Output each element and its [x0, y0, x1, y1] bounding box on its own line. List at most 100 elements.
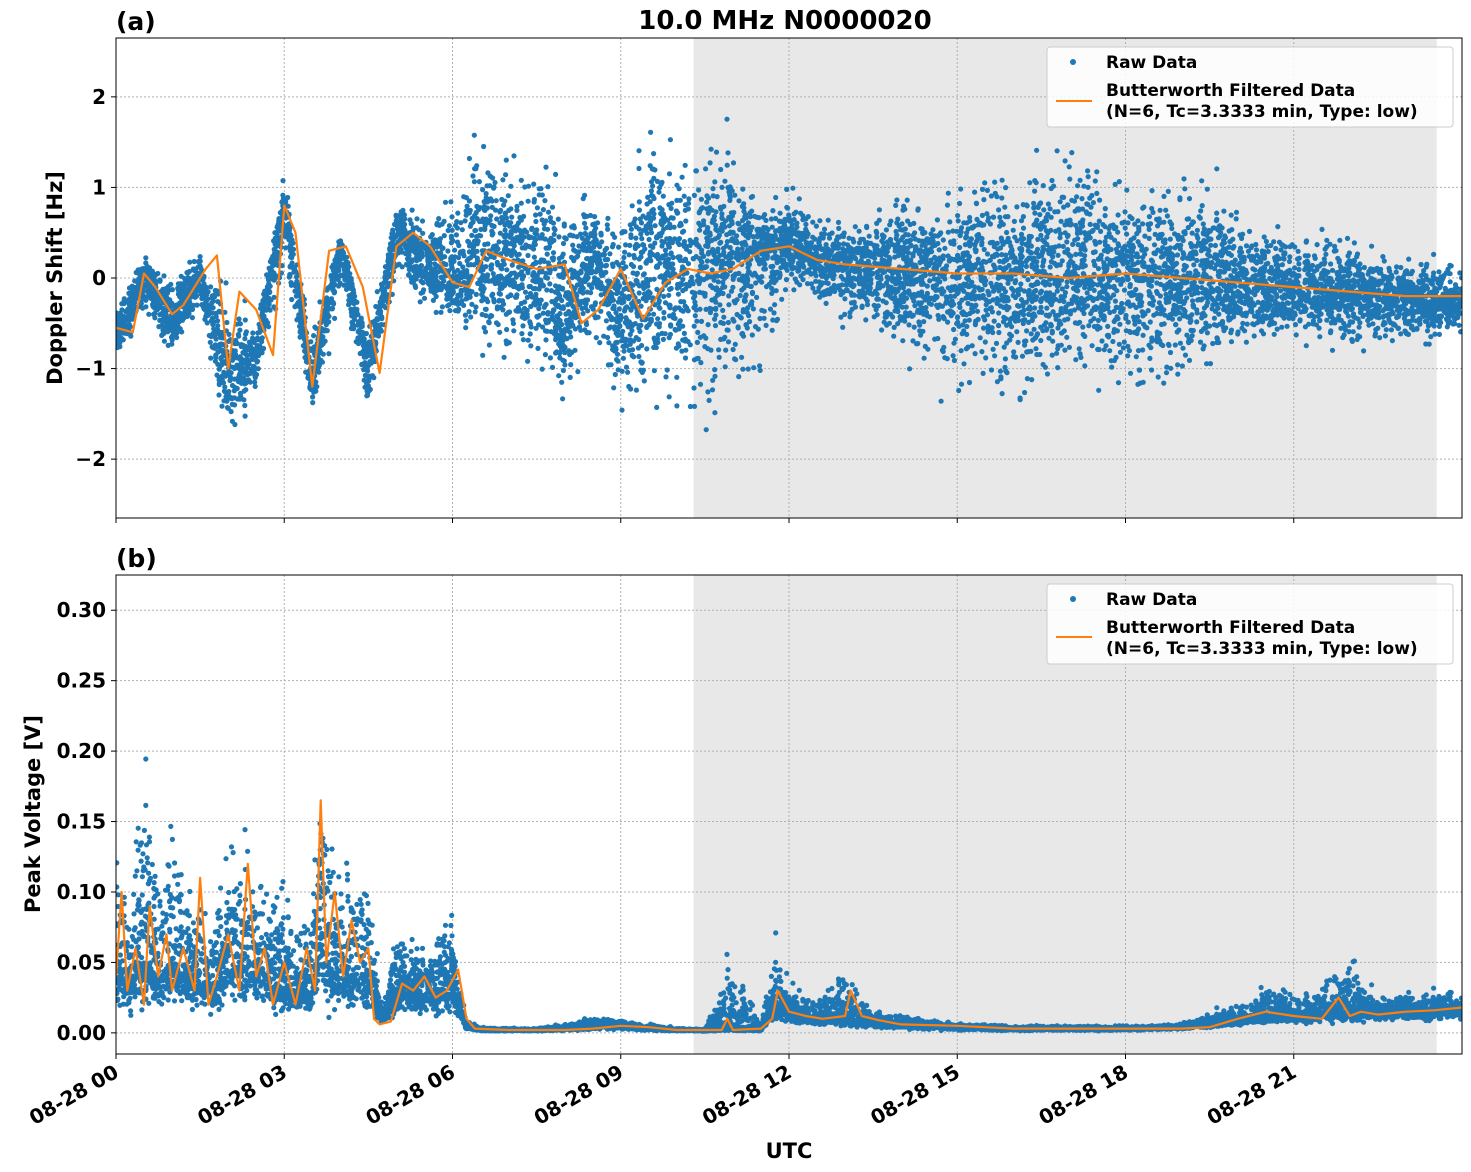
- panel-a-raw-point: [433, 309, 439, 315]
- panel-a-raw-point: [662, 331, 668, 337]
- panel-a-raw-point: [1055, 209, 1061, 215]
- panel-a-raw-point: [1095, 317, 1101, 323]
- panel-a-raw-point: [906, 322, 912, 328]
- panel-a-raw-point: [1117, 321, 1123, 327]
- panel-a-raw-point: [577, 287, 583, 293]
- panel-a-raw-point: [1329, 267, 1336, 273]
- panel-a-raw-point: [609, 291, 615, 297]
- panel-a-raw-point: [1347, 319, 1353, 325]
- panel-a-raw-point: [580, 310, 586, 317]
- panel-a-raw-point: [1149, 205, 1155, 212]
- panel-a-raw-point: [508, 270, 515, 276]
- panel-a-raw-point: [969, 302, 975, 308]
- panel-a-raw-point: [657, 305, 663, 311]
- panel-a-raw-point: [1105, 323, 1111, 329]
- panel-a-raw-point: [676, 284, 682, 290]
- panel-a-raw-point: [813, 273, 819, 279]
- panel-a-raw-point: [197, 254, 203, 260]
- panel-a-raw-point: [555, 216, 561, 222]
- panel-a-raw-point: [483, 191, 489, 197]
- panel-a-raw-point: [612, 371, 618, 378]
- panel-a-raw-point: [1121, 339, 1127, 345]
- panel-a-raw-point: [992, 179, 998, 185]
- panel-a-raw-point: [421, 295, 428, 301]
- panel-a-raw-point: [152, 315, 158, 321]
- panel-a-raw-point: [749, 332, 755, 338]
- panel-a-raw-point: [1167, 236, 1173, 242]
- panel-a-raw-point: [1003, 185, 1009, 191]
- panel-a-raw-point: [436, 216, 442, 222]
- panel-a-raw-point: [1169, 225, 1175, 232]
- panel-a-raw-point: [891, 333, 897, 339]
- panel-a-raw-point: [956, 387, 962, 394]
- panel-a-raw-point: [768, 216, 775, 222]
- panel-a-raw-point: [712, 179, 718, 185]
- panel-a-raw-point: [453, 232, 459, 238]
- panel-a-raw-point: [604, 245, 610, 251]
- panel-a-raw-point: [1350, 329, 1356, 335]
- panel-a-raw-point: [219, 403, 225, 409]
- panel-a-raw-point: [572, 347, 578, 353]
- panel-a-raw-point: [915, 206, 921, 212]
- panel-a-raw-point: [710, 377, 716, 383]
- panel-a-raw-point: [414, 216, 420, 222]
- panel-a-raw-point: [408, 221, 414, 227]
- panel-a-raw-point: [502, 227, 508, 233]
- panel-a-raw-point: [1076, 346, 1082, 352]
- panel-a-raw-point: [725, 339, 732, 345]
- panel-a-raw-point: [1211, 315, 1217, 321]
- panel-a-raw-point: [925, 346, 931, 352]
- panel-a-raw-point: [1181, 262, 1187, 268]
- panel-a-raw-point: [1040, 183, 1046, 189]
- panel-a-raw-point: [679, 348, 685, 354]
- panel-a-raw-point: [1244, 321, 1250, 327]
- panel-a-raw-point: [706, 397, 712, 403]
- panel-a-raw-point: [1380, 322, 1386, 328]
- panel-a-raw-point: [810, 234, 816, 240]
- panel-a-raw-point: [1079, 196, 1085, 202]
- panel-a-raw-point: [692, 313, 698, 319]
- panel-a-raw-point: [514, 203, 520, 209]
- panel-a-raw-point: [975, 222, 982, 228]
- panel-a-raw-point: [725, 327, 731, 333]
- panel-a-raw-point: [463, 325, 469, 331]
- panel-a-raw-point: [874, 291, 880, 297]
- panel-a-raw-point: [1161, 193, 1167, 199]
- panel-a-raw-point: [1054, 148, 1060, 154]
- panel-a-raw-point: [652, 223, 658, 229]
- panel-a-raw-point: [857, 273, 863, 279]
- panel-a-raw-point: [836, 225, 842, 231]
- panel-a-raw-point: [501, 202, 507, 208]
- panel-a-raw-point: [702, 344, 708, 350]
- panel-a-raw-point: [726, 302, 732, 308]
- panel-a-raw-point: [1041, 207, 1047, 213]
- panel-a-raw-point: [570, 242, 576, 248]
- panel-a-raw-point: [1014, 204, 1020, 210]
- panel-a-raw-point: [223, 397, 229, 404]
- panel-a-raw-point: [630, 263, 637, 270]
- panel-a-raw-point: [641, 378, 647, 384]
- panel-a-raw-point: [402, 216, 408, 222]
- panel-a-raw-point: [1163, 207, 1169, 213]
- panel-a-raw-point: [1027, 180, 1033, 186]
- panel-a-raw-point: [509, 214, 515, 220]
- panel-a-raw-point: [704, 193, 710, 199]
- panel-a-raw-point: [1180, 345, 1186, 351]
- panel-a-raw-point: [958, 186, 964, 192]
- panel-a-raw-point: [676, 241, 682, 248]
- panel-a-raw-point: [1337, 237, 1343, 243]
- panel-a-raw-point: [1112, 298, 1118, 304]
- panel-a-raw-point: [447, 308, 453, 314]
- panel-a-raw-point: [532, 285, 538, 292]
- panel-a-raw-point: [1092, 238, 1098, 244]
- panel-a-raw-point: [471, 132, 477, 138]
- panel-a-raw-point: [452, 247, 458, 253]
- panel-a-raw-data: [116, 116, 1462, 433]
- panel-a-raw-point: [1099, 338, 1105, 344]
- panel-a-raw-point: [981, 197, 987, 203]
- panel-a-raw-point: [1056, 321, 1062, 327]
- panel-a-raw-point: [713, 312, 719, 318]
- panel-a-raw-point: [668, 285, 674, 292]
- panel-a-raw-point: [255, 366, 261, 372]
- panel-a-raw-point: [472, 309, 478, 315]
